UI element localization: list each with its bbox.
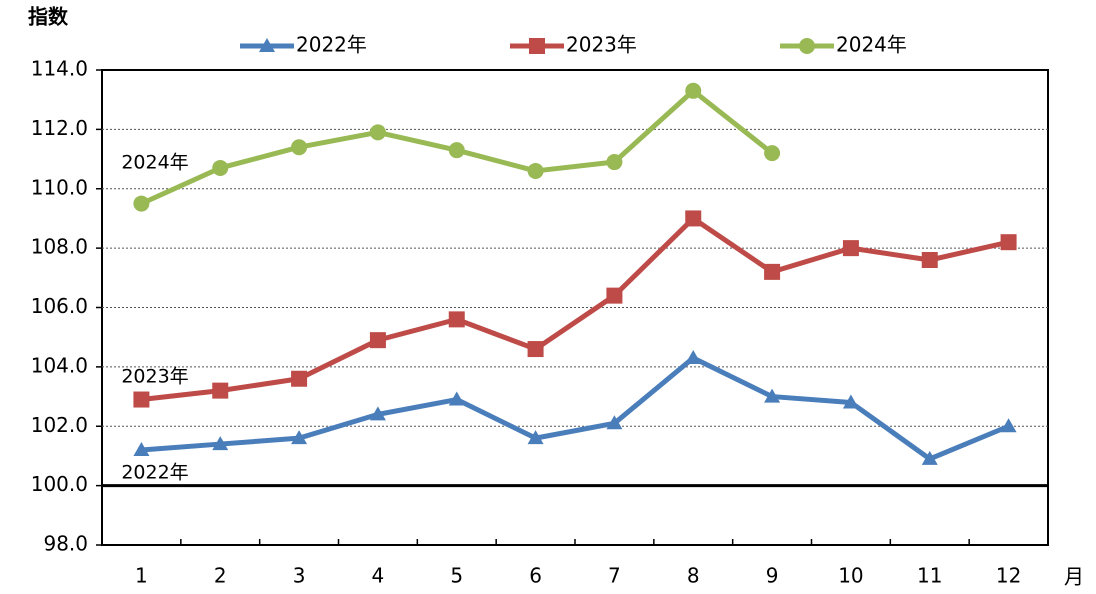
y-tick-label: 110.0 [31,175,88,199]
marker [291,370,308,387]
marker [212,159,229,176]
x-tick-label: 11 [917,564,942,588]
x-tick-label: 10 [838,564,863,588]
marker [799,38,815,54]
marker [764,145,781,162]
x-tick-label: 6 [529,564,542,588]
marker [291,430,308,445]
marker [527,341,544,358]
y-tick-label: 102.0 [31,413,88,437]
y-tick-label: 108.0 [31,235,88,259]
x-axis-label: 月 [1064,565,1084,589]
x-tick-label: 9 [766,564,779,588]
x-tick-label: 3 [293,564,306,588]
marker [921,252,938,268]
marker [291,139,308,156]
legend-label: 2023年 [566,33,637,57]
marker [527,430,544,445]
marker [369,124,386,141]
marker [606,415,623,430]
marker [921,450,938,465]
y-tick-label: 112.0 [31,116,88,140]
x-tick-label: 8 [687,564,700,588]
marker [448,391,465,406]
marker [1000,418,1017,433]
x-tick-label: 4 [372,564,385,588]
marker [764,263,781,280]
marker [685,82,702,99]
y-tick-label: 114.0 [31,57,88,81]
legend-label: 2024年 [836,33,907,57]
annotation: 2023年 [121,366,188,388]
x-tick-label: 7 [608,564,621,588]
marker [369,406,386,421]
marker [685,210,702,227]
marker [448,142,465,159]
annotation: 2024年 [121,152,188,174]
marker [133,391,150,408]
marker [842,394,859,409]
marker [369,332,386,349]
marker [527,162,544,179]
marker [842,240,859,257]
x-tick-label: 2 [214,564,227,588]
marker [529,38,545,54]
marker [606,287,623,304]
y-tick-label: 100.0 [31,472,88,496]
marker [606,154,623,171]
y-tick-label: 104.0 [31,353,88,377]
marker [685,349,702,364]
x-tick-label: 5 [450,564,463,588]
marker [133,195,150,212]
annotation: 2022年 [121,462,188,484]
legend-label: 2022年 [296,33,367,57]
x-tick-label: 12 [996,564,1021,588]
series-line [141,355,1010,462]
y-tick-label: 98.0 [43,532,88,556]
series-line [141,215,1010,403]
marker [212,436,229,451]
y-axis-label: 指数 [28,5,69,29]
marker [212,382,229,399]
marker [1000,234,1017,251]
marker [448,311,465,328]
marker [133,442,150,456]
marker [259,38,275,52]
y-tick-label: 106.0 [31,294,88,318]
marker [764,388,781,403]
x-tick-label: 1 [135,564,148,588]
